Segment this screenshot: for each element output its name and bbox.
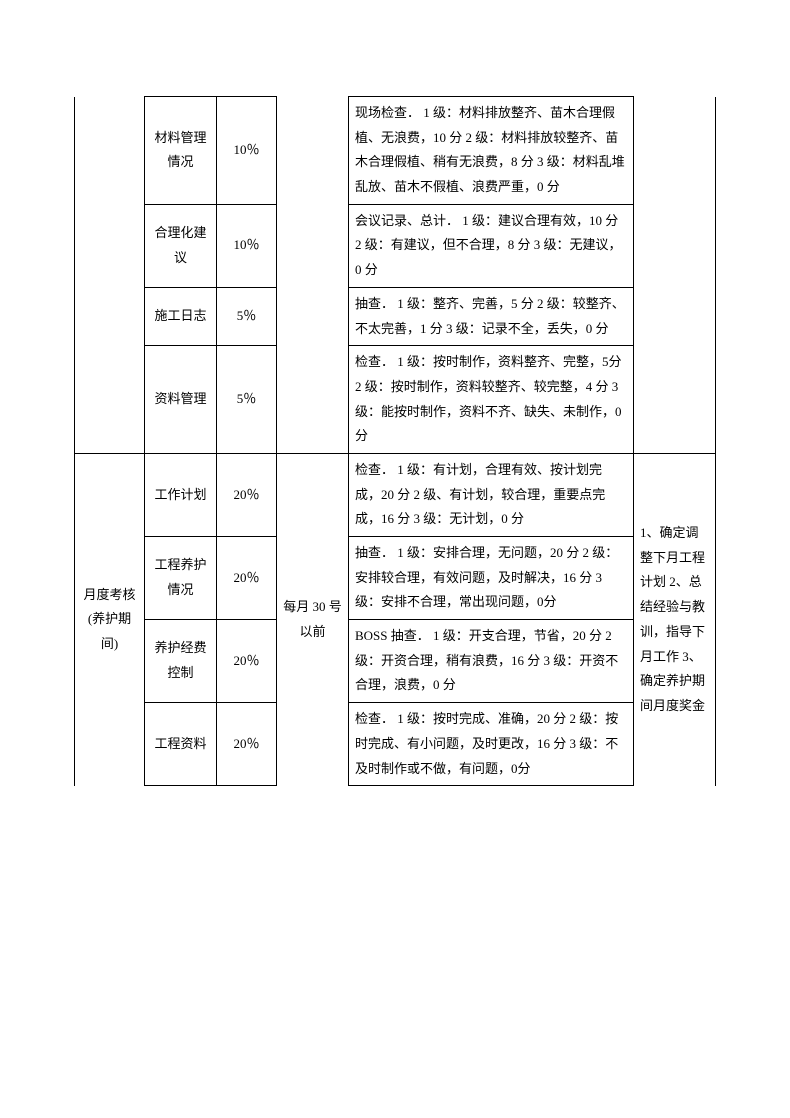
item-cell: 合理化建议 [145,204,217,287]
table-row: 材料管理情况 10％ 现场检查． 1 级：材料排放整齐、苗木合理假植、无浪费，1… [75,97,716,205]
criteria-cell: 抽查． 1 级：安排合理，无问题，20 分 2 级：安排较合理，有效问题，及时解… [349,537,634,620]
item-cell: 资料管理 [145,346,217,454]
remarks-cell-blank [634,97,716,454]
criteria-cell: 抽查． 1 级：整齐、完善，5 分 2 级：较整齐、不太完善，1 分 3 级：记… [349,287,634,345]
criteria-cell: 检查． 1 级：有计划，合理有效、按计划完成，20 分 2 级、有计划，较合理，… [349,453,634,536]
criteria-cell: 会议记录、总计． 1 级：建议合理有效，10 分 2 级：有建议，但不合理，8 … [349,204,634,287]
item-cell: 工作计划 [145,453,217,536]
weight-cell: 5％ [217,346,277,454]
table-row: 工程资料 20％ 检查． 1 级：按时完成、准确，20 分 2 级：按时完成、有… [75,703,716,786]
item-cell: 施工日志 [145,287,217,345]
criteria-cell: 检查． 1 级：按时完成、准确，20 分 2 级：按时完成、有小问题，及时更改，… [349,703,634,786]
table-row: 工程养护情况 20％ 抽查． 1 级：安排合理，无问题，20 分 2 级：安排较… [75,537,716,620]
remarks-cell: 1、确定调整下月工程计划 2、总结经验与教训，指导下月工作 3、确定养护期间月度… [634,453,716,785]
item-cell: 材料管理情况 [145,97,217,205]
weight-cell: 20％ [217,703,277,786]
criteria-cell: BOSS 抽查． 1 级：开支合理，节省，20 分 2 级：开资合理，稍有浪费，… [349,620,634,703]
weight-cell: 20％ [217,453,277,536]
group-cell: 月度考核(养护期间) [75,453,145,785]
weight-cell: 20％ [217,537,277,620]
item-cell: 工程养护情况 [145,537,217,620]
table-row: 资料管理 5％ 检查． 1 级：按时制作，资料整齐、完整，5分 2 级：按时制作… [75,346,716,454]
table-row: 合理化建议 10％ 会议记录、总计． 1 级：建议合理有效，10 分 2 级：有… [75,204,716,287]
weight-cell: 10％ [217,204,277,287]
criteria-cell: 检查． 1 级：按时制作，资料整齐、完整，5分 2 级：按时制作，资料较整齐、较… [349,346,634,454]
weight-cell: 20％ [217,620,277,703]
weight-cell: 10％ [217,97,277,205]
criteria-cell: 现场检查． 1 级：材料排放整齐、苗木合理假植、无浪费，10 分 2 级：材料排… [349,97,634,205]
timing-cell: 每月 30 号以前 [277,453,349,785]
item-cell: 养护经费控制 [145,620,217,703]
item-cell: 工程资料 [145,703,217,786]
group-cell-blank [75,97,145,454]
weight-cell: 5％ [217,287,277,345]
table-row: 养护经费控制 20％ BOSS 抽查． 1 级：开支合理，节省，20 分 2 级… [75,620,716,703]
table-row: 月度考核(养护期间) 工作计划 20％ 每月 30 号以前 检查． 1 级：有计… [75,453,716,536]
timing-cell-blank [277,97,349,454]
table-row: 施工日志 5％ 抽查． 1 级：整齐、完善，5 分 2 级：较整齐、不太完善，1… [75,287,716,345]
assessment-table: 材料管理情况 10％ 现场检查． 1 级：材料排放整齐、苗木合理假植、无浪费，1… [74,96,716,786]
